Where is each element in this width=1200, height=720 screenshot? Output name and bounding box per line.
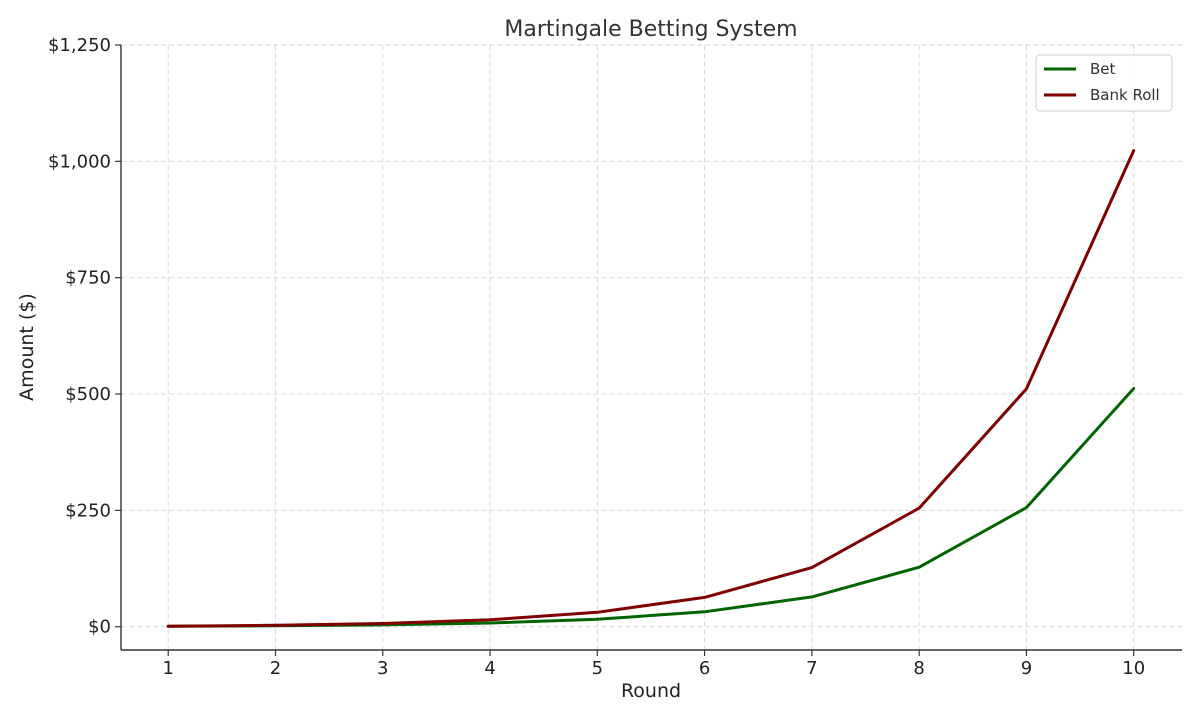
x-tick-label: 8 bbox=[913, 658, 924, 679]
x-tick-label: 6 bbox=[699, 658, 710, 679]
y-axis-label: Amount ($) bbox=[16, 293, 38, 401]
y-axis-ticks: $0 $250 $500 $750 $1,000 $1,250 bbox=[48, 35, 121, 638]
chart-title: Martingale Betting System bbox=[504, 17, 797, 42]
x-tick-label: 9 bbox=[1021, 658, 1032, 679]
x-tick-label: 10 bbox=[1122, 658, 1145, 679]
x-tick-label: 7 bbox=[806, 658, 817, 679]
y-tick-label: $750 bbox=[65, 268, 111, 289]
series-line-bank-roll bbox=[166, 149, 1136, 628]
legend: Bet Bank Roll bbox=[1035, 54, 1173, 112]
series-line-bet bbox=[166, 387, 1136, 628]
y-tick-label: $0 bbox=[88, 617, 111, 638]
x-tick-label: 5 bbox=[592, 658, 603, 679]
y-tick-label: $500 bbox=[65, 384, 111, 405]
y-tick-label: $250 bbox=[65, 500, 111, 521]
x-tick-label: 3 bbox=[377, 658, 388, 679]
series-lines bbox=[166, 149, 1136, 628]
legend-label: Bank Roll bbox=[1090, 86, 1160, 104]
x-tick-label: 1 bbox=[162, 658, 173, 679]
y-tick-label: $1,000 bbox=[48, 151, 111, 172]
axes bbox=[120, 45, 1182, 651]
x-tick-label: 4 bbox=[484, 658, 495, 679]
grid-lines bbox=[121, 44, 1182, 650]
legend-label: Bet bbox=[1090, 60, 1116, 78]
x-axis-ticks: 1 2 3 4 5 6 7 8 9 10 bbox=[162, 650, 1145, 679]
x-axis-label: Round bbox=[621, 680, 681, 702]
x-tick-label: 2 bbox=[270, 658, 281, 679]
y-tick-label: $1,250 bbox=[48, 35, 111, 56]
